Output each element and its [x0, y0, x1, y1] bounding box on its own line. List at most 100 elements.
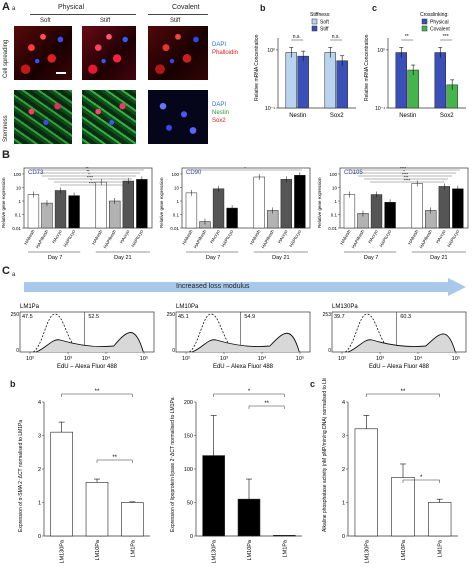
panel-sublabel-a: a — [12, 6, 16, 12]
sig-label: ** — [401, 389, 406, 395]
y-tick-label: 10⁰ — [377, 48, 385, 54]
legend-entry: Covalent — [430, 27, 450, 33]
bar — [41, 202, 53, 229]
x-tick-label: HAcryo — [435, 229, 447, 245]
x-tick-label: HAPIcryo — [220, 229, 234, 248]
bar — [324, 52, 336, 109]
sig-label: ** — [264, 401, 269, 407]
y-tick-label: 4 — [38, 400, 41, 406]
legend-swatch — [311, 25, 318, 32]
x-axis-label: EdU – Alexa Fluor 488 — [213, 364, 274, 370]
x-tick-label: HAfresh — [249, 229, 262, 246]
sig-label: **** — [89, 181, 96, 186]
x-tick-label: Nestin — [289, 113, 306, 119]
bar — [109, 200, 121, 229]
sample-histogram — [35, 332, 144, 353]
bar — [121, 502, 144, 537]
bar — [136, 179, 148, 229]
sig-label: ** — [85, 166, 89, 171]
day-label: Day 7 — [206, 255, 220, 261]
x-tick-label: HAPIfresh — [418, 229, 433, 250]
bar — [253, 176, 265, 229]
bar — [452, 188, 464, 229]
panel-letter-a: A — [2, 1, 10, 13]
legend-swatch — [421, 25, 428, 32]
x-tick-label: HAcryo — [277, 229, 289, 245]
sample-histogram — [191, 332, 300, 353]
bar — [280, 179, 292, 229]
bar — [237, 498, 261, 537]
x-tick-label: 10² — [182, 356, 190, 362]
y-tick-label: 100 — [13, 172, 21, 177]
histogram-title: LM130Pa — [332, 304, 358, 310]
bar — [411, 183, 423, 229]
bar — [50, 431, 73, 537]
x-tick-label: 10² — [338, 356, 346, 362]
panel-letter-ab: b — [260, 3, 266, 13]
chart-alkaline-phosphatase: Alkaline phosphatase activity (nM pNP/mi… — [322, 378, 458, 564]
bar — [407, 69, 419, 109]
bar — [354, 428, 379, 537]
micrograph-soft-stemness — [14, 90, 72, 144]
gate-right-percent: 54.9 — [244, 314, 255, 320]
sig-label: * — [420, 475, 423, 481]
flow-histogram-lm10pa: LM10Pa 45.1 54.9 250 0 10² 10³ 10⁴ 10⁵ EdU – Alex… — [167, 304, 311, 370]
x-tick-label: 10⁴ — [258, 355, 267, 362]
y-zero-label: 0 — [16, 348, 19, 354]
y-tick-label: 0.1 — [15, 212, 22, 217]
chart-lipoprotein-lipase: Expression of lipoprotein lipase 2⁻ΔCT n… — [170, 389, 302, 564]
scale-bar — [56, 72, 66, 74]
x-axis-label: EdU – Alexa Fluor 488 — [57, 364, 118, 370]
y-axis-label: Relative mRNA Concentration — [364, 34, 370, 101]
chart-title: CD90 — [186, 170, 202, 176]
bar — [212, 188, 225, 229]
chart-cd90: CD90 Relative gene expression 100 10 1 0.1 0.0… — [159, 166, 311, 261]
x-tick-label: 10⁴ — [414, 355, 423, 362]
x-tick-label: LM10Pa — [95, 539, 101, 560]
gate-left-percent: 47.5 — [22, 314, 33, 320]
x-tick-label: HAfresh — [91, 229, 104, 246]
legend-entry: Stiff — [320, 27, 329, 33]
group-physical-label: Physical — [58, 4, 85, 11]
bar — [370, 194, 383, 229]
y-tick-label: 1 — [38, 501, 41, 507]
panel-letter-c: C — [2, 265, 10, 277]
sig-label: * — [403, 169, 405, 174]
x-tick-label: HAcryo — [119, 229, 131, 245]
sig-label: * — [90, 178, 92, 183]
y-axis-label: Relative mRNA Concentration — [254, 34, 260, 101]
x-tick-label: LM10Pa — [401, 539, 407, 560]
chart-alpha-sma: Expression of α-SMA 2⁻ΔCT normalised to … — [18, 389, 150, 564]
bar — [285, 52, 297, 109]
bar — [185, 192, 198, 229]
x-tick-label: HAPIcryo — [62, 229, 76, 248]
x-tick-label: LM10Pa — [247, 539, 253, 560]
x-tick-label: HAPIfresh — [260, 229, 275, 250]
panel-letter-b: B — [2, 149, 10, 161]
plot-frame — [339, 167, 469, 229]
y-tick-label: 0.01 — [328, 226, 337, 231]
x-tick-label: HAPIfresh — [193, 229, 208, 250]
stain-nestin-label: Nestin — [212, 110, 230, 116]
y-tick-label: 0 — [38, 534, 41, 540]
legend-entry: Soft — [320, 20, 330, 26]
x-tick-label: 10³ — [220, 356, 228, 362]
legend-title: Crosslinking: — [420, 12, 449, 18]
legend-swatch — [311, 18, 318, 25]
bar — [438, 186, 450, 229]
y-tick-label: 150 — [184, 434, 193, 440]
gate-right-percent: 52.5 — [88, 314, 99, 320]
y-max-label: 250 — [167, 312, 176, 318]
x-tick-label: HAPIcryo — [378, 229, 392, 248]
col-stiff2-label: Stiff — [170, 18, 181, 24]
sig-label: n.s. — [293, 34, 301, 40]
x-tick-label: LM1Pa — [282, 539, 288, 557]
y-tick-label: 0 — [342, 534, 345, 540]
stain-dapi-2-label: DAPI — [212, 102, 227, 108]
y-tick-label: 10 — [16, 185, 22, 190]
sample-histogram — [347, 333, 456, 353]
plot-frame — [181, 167, 311, 229]
micrograph-covalent-stemness — [148, 90, 208, 144]
